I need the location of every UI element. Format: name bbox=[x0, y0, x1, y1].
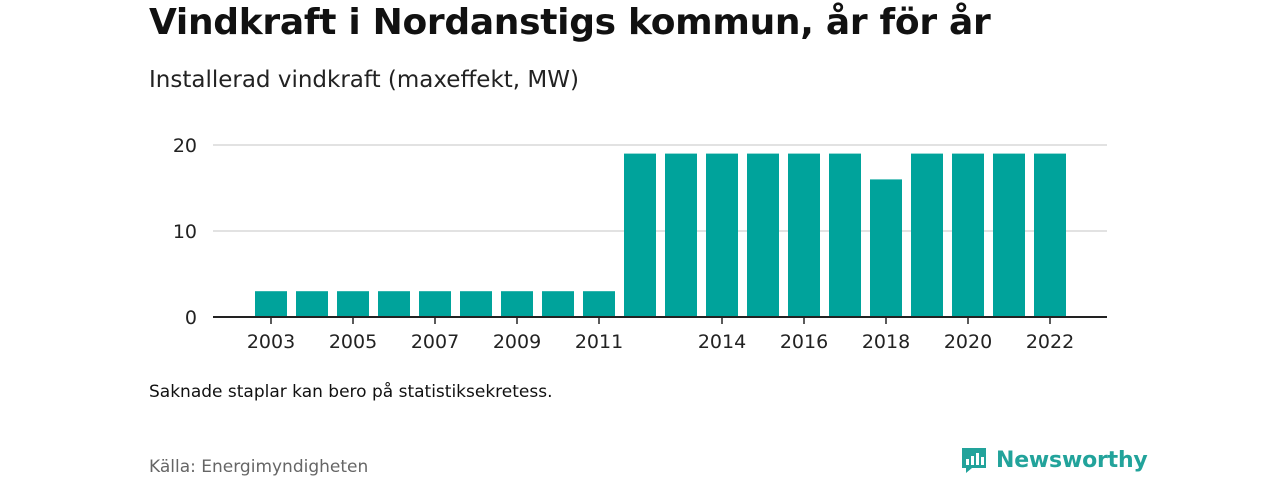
bar-2016 bbox=[788, 153, 820, 317]
brand-name: Newsworthy bbox=[996, 447, 1148, 473]
x-tick-label: 2022 bbox=[1026, 331, 1074, 353]
chart-subtitle: Installerad vindkraft (maxeffekt, MW) bbox=[149, 67, 579, 93]
newsworthy-logo-icon bbox=[962, 448, 986, 473]
source-text: Källa: Energimyndigheten bbox=[149, 457, 369, 477]
bar-2013 bbox=[665, 153, 697, 317]
x-tick-label: 2003 bbox=[247, 331, 295, 353]
chart-title: Vindkraft i Nordanstigs kommun, år för å… bbox=[149, 2, 991, 43]
bar-2022 bbox=[1034, 153, 1066, 317]
bar-2011 bbox=[583, 291, 615, 317]
bar-2012 bbox=[624, 153, 656, 317]
footnote: Saknade staplar kan bero på statistiksek… bbox=[149, 382, 553, 402]
bar-2009 bbox=[501, 291, 533, 317]
bar-2014 bbox=[706, 153, 738, 317]
x-tick-label: 2011 bbox=[575, 331, 623, 353]
bar-2018 bbox=[870, 179, 902, 317]
brand-logo: Newsworthy bbox=[960, 446, 1148, 474]
bar-2005 bbox=[337, 291, 369, 317]
x-tick-label: 2007 bbox=[411, 331, 459, 353]
y-tick-label: 20 bbox=[173, 135, 197, 157]
bar-2004 bbox=[296, 291, 328, 317]
x-tick-label: 2020 bbox=[944, 331, 992, 353]
x-tick-label: 2016 bbox=[780, 331, 828, 353]
x-axis-ticks: 2003 2005 2007 2009 2011 2014 2016 2018 2020 2022 bbox=[247, 317, 1074, 353]
y-axis-ticks: 0 10 20 bbox=[173, 135, 197, 329]
bars bbox=[255, 153, 1066, 317]
bar-2010 bbox=[542, 291, 574, 317]
x-tick-label: 2009 bbox=[493, 331, 541, 353]
bar-2015 bbox=[747, 153, 779, 317]
x-tick-label: 2014 bbox=[698, 331, 746, 353]
bar-2008 bbox=[460, 291, 492, 317]
y-tick-label: 10 bbox=[173, 221, 197, 243]
x-tick-label: 2018 bbox=[862, 331, 910, 353]
bar-2003 bbox=[255, 291, 287, 317]
bar-2017 bbox=[829, 153, 861, 317]
bar-2020 bbox=[952, 153, 984, 317]
bar-2021 bbox=[993, 153, 1025, 317]
bar-2019 bbox=[911, 153, 943, 317]
bar-2007 bbox=[419, 291, 451, 317]
bar-2006 bbox=[378, 291, 410, 317]
y-tick-label: 0 bbox=[185, 307, 197, 329]
x-tick-label: 2005 bbox=[329, 331, 377, 353]
